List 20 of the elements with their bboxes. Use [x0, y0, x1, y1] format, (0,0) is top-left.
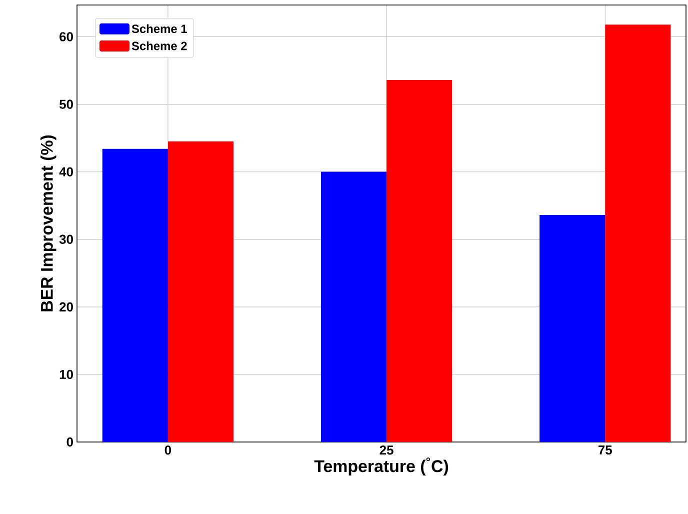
bar [540, 215, 606, 442]
x-tick-label: 75 [598, 446, 612, 455]
y-tick-label: 40 [59, 167, 73, 176]
y-tick-label: 60 [60, 32, 73, 42]
bar [168, 141, 234, 442]
y-tick-label: 0 [66, 437, 73, 447]
legend-label: Scheme 1 [132, 24, 187, 34]
bar [386, 80, 452, 442]
y-axis-title: BER Improvement (%) [40, 135, 56, 312]
legend-label: Scheme 2 [132, 41, 187, 50]
y-tick-label: 50 [59, 100, 73, 109]
bar [605, 24, 671, 442]
x-axis-title: Temperature ($^{°}$C) [314, 458, 448, 476]
y-tick-label: 10 [60, 370, 73, 380]
bar [102, 148, 168, 442]
y-tick-label: 30 [59, 234, 73, 244]
x-tick-label: 0 [164, 446, 172, 455]
bar [320, 172, 387, 442]
y-tick-label: 20 [60, 302, 73, 312]
x-tick-label: 25 [380, 446, 394, 455]
